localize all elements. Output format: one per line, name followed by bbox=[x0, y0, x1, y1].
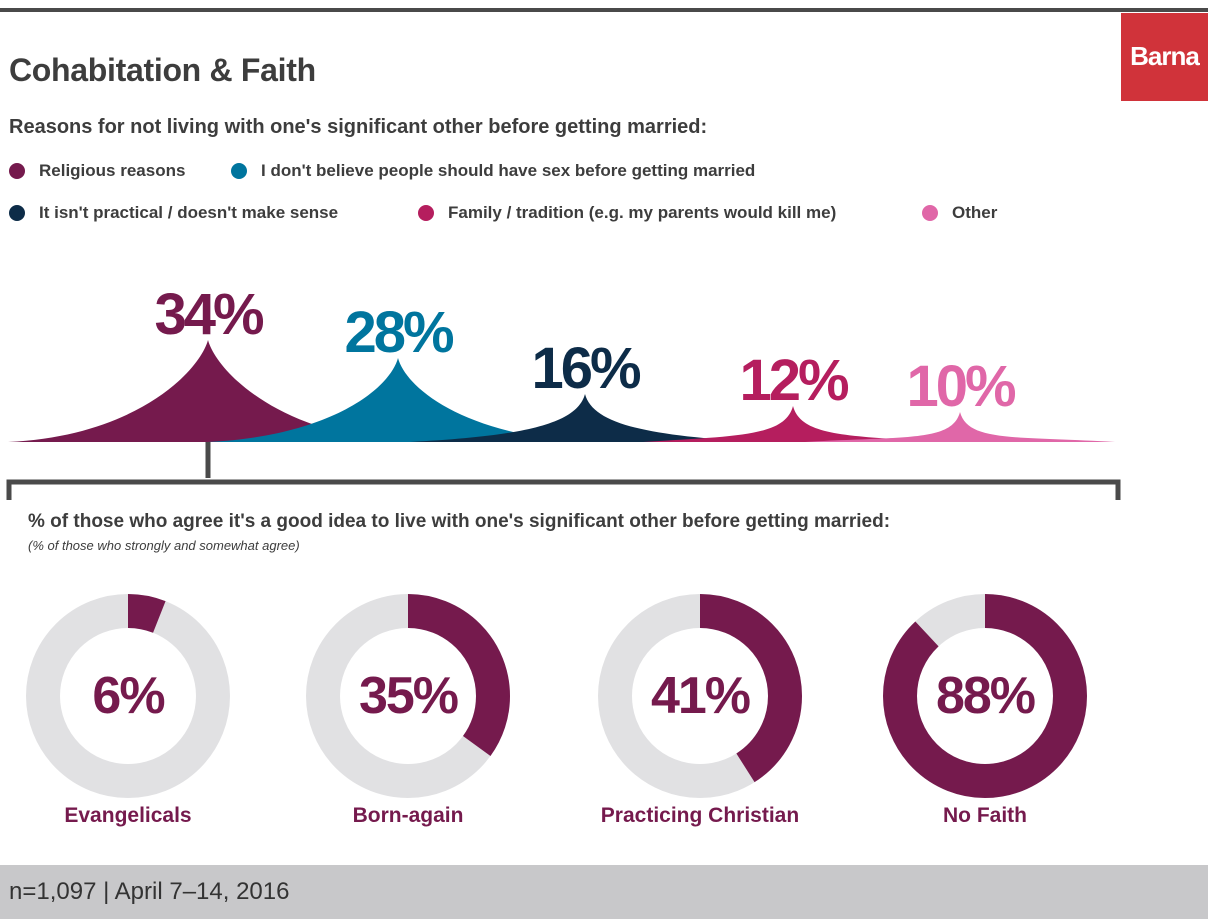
peak-4 bbox=[643, 406, 943, 442]
donut-label-3: Practicing Christian bbox=[600, 804, 800, 827]
peak-label-4: 12% bbox=[739, 348, 849, 413]
donut-value-4: 88% bbox=[935, 667, 1036, 725]
donut-value-3: 41% bbox=[650, 667, 751, 725]
legend-item-family: Family / tradition (e.g. my parents woul… bbox=[418, 203, 836, 223]
bracket-connector bbox=[6, 442, 1121, 500]
agree-title: % of those who agree it's a good idea to… bbox=[28, 511, 891, 532]
donut-1: 6% bbox=[23, 591, 233, 801]
donut-label-4: No Faith bbox=[943, 804, 1027, 827]
agree-note: (% of those who strongly and somewhat ag… bbox=[28, 538, 300, 553]
legend-dot-family bbox=[418, 205, 434, 221]
legend-item-not-practical: It isn't practical / doesn't make sense bbox=[9, 203, 338, 223]
donut-arc-2 bbox=[306, 594, 510, 798]
legend-dot-no-sex bbox=[231, 163, 247, 179]
peak-3 bbox=[410, 394, 760, 442]
donut-2: 35% bbox=[303, 591, 513, 801]
donut-arc-3 bbox=[598, 594, 802, 798]
legend-item-no-sex: I don't believe people should have sex b… bbox=[231, 161, 755, 181]
donut-label-2: Born-again bbox=[352, 804, 464, 827]
peak-label-5: 10% bbox=[906, 354, 1016, 419]
legend-label-not-practical: It isn't practical / doesn't make sense bbox=[39, 203, 339, 222]
donut-value-2: 35% bbox=[358, 667, 459, 725]
legend-item-other: Other bbox=[922, 203, 997, 223]
legend-dot-not-practical bbox=[9, 205, 25, 221]
donut-4: 88% bbox=[880, 591, 1090, 801]
donut-value-1: 6% bbox=[92, 667, 165, 725]
legend-item-religious: Religious reasons bbox=[9, 161, 185, 181]
footer-text: n=1,097 | April 7–14, 2016 bbox=[9, 878, 290, 905]
donut-arc-4 bbox=[883, 594, 1087, 798]
peak-5 bbox=[805, 412, 1115, 442]
top-rule bbox=[0, 8, 1208, 12]
legend-label-religious: Religious reasons bbox=[39, 161, 186, 180]
donut-label-1: Evangelicals bbox=[64, 804, 192, 827]
peak-2 bbox=[208, 358, 588, 442]
page-title: Cohabitation & Faith bbox=[9, 52, 316, 88]
reasons-peak-chart: 34% 28% 16% 12% 10% bbox=[6, 282, 1121, 500]
peak-label-1: 34% bbox=[154, 282, 264, 347]
legend-dot-religious bbox=[9, 163, 25, 179]
donut-arc-1 bbox=[26, 594, 230, 798]
peak-label-3: 16% bbox=[531, 336, 641, 401]
reasons-subtitle: Reasons for not living with one's signif… bbox=[9, 116, 708, 138]
logo-text: Barna bbox=[1130, 41, 1200, 71]
barna-logo: Barna bbox=[1121, 13, 1208, 101]
legend-dot-other bbox=[922, 205, 938, 221]
legend-label-other: Other bbox=[952, 203, 998, 222]
peak-1 bbox=[8, 340, 408, 442]
legend-label-no-sex: I don't believe people should have sex b… bbox=[261, 161, 756, 180]
legend-label-family: Family / tradition (e.g. my parents woul… bbox=[448, 203, 837, 222]
peak-label-2: 28% bbox=[344, 300, 454, 365]
footer-bar bbox=[0, 865, 1208, 919]
donut-3: 41% bbox=[595, 591, 805, 801]
